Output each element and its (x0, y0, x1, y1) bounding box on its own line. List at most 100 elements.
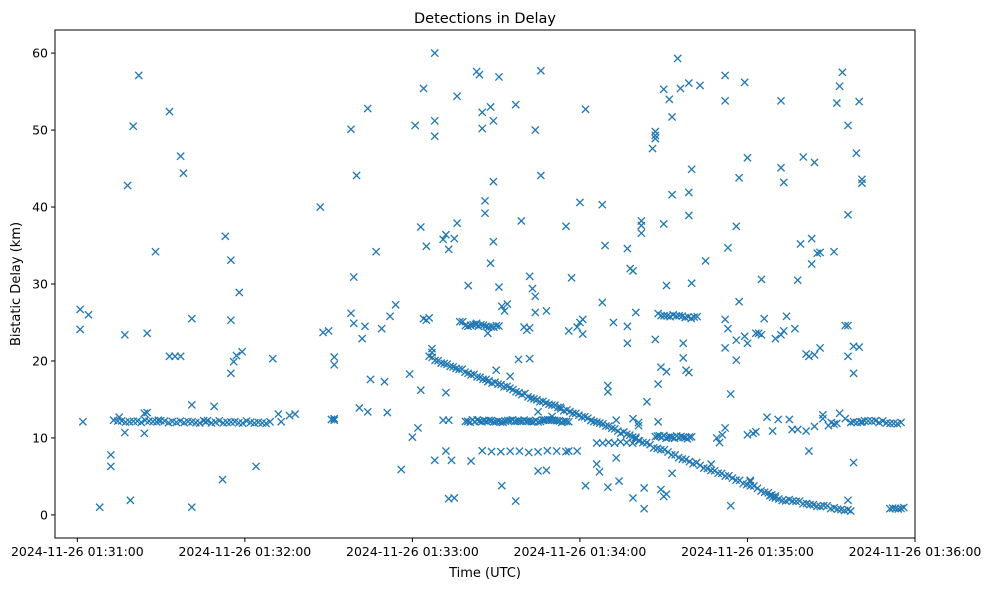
data-point (829, 247, 839, 256)
data-point (637, 229, 646, 238)
data-point (455, 317, 464, 326)
data-point (520, 416, 529, 425)
data-point (743, 153, 752, 162)
data-point (798, 499, 808, 508)
data-point (383, 408, 392, 417)
data-point (534, 417, 543, 427)
data-point (526, 394, 536, 403)
data-point (792, 497, 801, 506)
data-point (667, 450, 676, 459)
x-tick-label: 2024-11-26 01:33:00 (346, 544, 479, 559)
data-point (587, 416, 596, 425)
data-point (552, 446, 561, 456)
data-point (612, 416, 621, 425)
data-point (675, 311, 684, 320)
data-point (349, 319, 358, 328)
data-point (601, 241, 610, 250)
data-point (238, 347, 247, 356)
data-point (603, 483, 612, 492)
data-point (687, 279, 696, 288)
data-point (525, 323, 534, 332)
data-point (527, 417, 536, 426)
data-point (466, 456, 476, 466)
data-point (76, 305, 85, 314)
data-point (106, 462, 115, 471)
data-point (807, 234, 816, 243)
data-point (363, 104, 372, 113)
x-axis-label: Time (UTC) (448, 566, 521, 581)
data-point (143, 329, 152, 338)
data-point (578, 315, 587, 324)
data-point (648, 144, 657, 153)
data-point (363, 407, 372, 416)
data-point (685, 457, 694, 466)
data-point (771, 334, 780, 343)
data-point (500, 306, 509, 315)
data-point (489, 177, 498, 186)
data-point (411, 121, 420, 130)
data-point (612, 453, 621, 463)
data-point (673, 54, 682, 63)
data-point (372, 247, 381, 256)
data-point (473, 372, 482, 382)
data-point (226, 316, 235, 325)
data-point (666, 432, 675, 441)
data-point (547, 412, 557, 421)
data-point (746, 477, 755, 486)
data-point (665, 95, 674, 104)
data-point (330, 416, 339, 425)
data-point (813, 249, 822, 258)
data-point (724, 471, 733, 480)
data-point (440, 359, 449, 368)
data-point (187, 503, 196, 512)
data-point (140, 429, 149, 438)
data-point (651, 335, 660, 344)
data-point (238, 419, 247, 428)
data-point (668, 190, 677, 199)
data-point (662, 490, 671, 499)
data-point (788, 496, 797, 506)
data-point (478, 446, 487, 455)
data-point (187, 400, 196, 409)
data-point (330, 360, 339, 369)
data-point (115, 413, 124, 422)
data-point (525, 272, 534, 281)
data-point (634, 421, 643, 430)
data-point (656, 445, 665, 454)
data-point (478, 108, 487, 117)
data-point (816, 343, 825, 352)
data-point (539, 416, 548, 425)
data-point (179, 169, 188, 178)
data-point (849, 369, 858, 378)
data-point (478, 124, 487, 133)
data-point (446, 362, 455, 371)
data-point (123, 181, 132, 190)
data-point (494, 283, 504, 292)
data-point (473, 415, 482, 425)
chart-title: Detections in Delay (414, 11, 556, 27)
data-point (578, 329, 587, 339)
data-point (810, 350, 819, 359)
data-point (816, 248, 825, 257)
data-point (634, 436, 643, 445)
data-point (176, 152, 185, 161)
data-point (427, 348, 437, 357)
data-point (843, 121, 853, 130)
data-point (740, 78, 749, 87)
data-point (515, 447, 524, 456)
data-point (807, 259, 816, 269)
data-point (291, 410, 300, 419)
data-point (165, 107, 174, 116)
data-point (776, 163, 786, 172)
data-point (511, 496, 520, 506)
y-tick-label: 60 (32, 46, 48, 61)
data-point (595, 419, 604, 428)
data-point (492, 366, 501, 375)
data-point (529, 394, 539, 404)
data-point (533, 466, 543, 476)
data-point (561, 447, 571, 456)
data-point (480, 209, 490, 218)
data-point (732, 222, 741, 231)
data-point (812, 502, 821, 511)
